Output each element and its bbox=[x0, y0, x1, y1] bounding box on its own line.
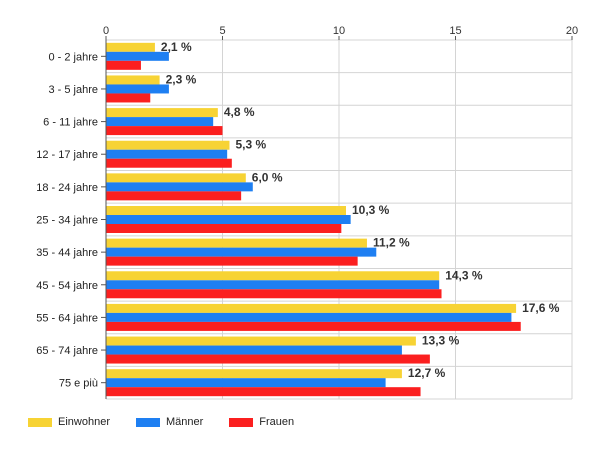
bar bbox=[106, 149, 228, 159]
category-labels: 0 - 2 jahre 3 - 5 jahre 6 - 11 jahre 12 - 1… bbox=[36, 51, 98, 389]
data-label: 14,3 % bbox=[445, 268, 483, 282]
category-label: 65 - 74 jahre bbox=[36, 345, 98, 357]
x-tick-label: 0 bbox=[103, 25, 109, 37]
bar bbox=[106, 158, 232, 168]
bar bbox=[106, 51, 169, 61]
data-label: 2,3 % bbox=[166, 72, 197, 86]
category-label: 3 - 5 jahre bbox=[48, 84, 98, 96]
bar bbox=[106, 117, 214, 127]
bar bbox=[106, 247, 377, 257]
data-label: 13,3 % bbox=[422, 334, 460, 348]
bars bbox=[106, 42, 521, 397]
bar bbox=[106, 321, 521, 331]
data-label: 11,2 % bbox=[373, 236, 410, 250]
bar bbox=[106, 182, 253, 192]
legend-swatch-frauen bbox=[229, 417, 254, 427]
bar bbox=[106, 345, 402, 355]
data-label: 2,1 % bbox=[161, 40, 192, 54]
bar bbox=[106, 191, 242, 201]
bar bbox=[106, 354, 430, 364]
bar bbox=[106, 108, 218, 118]
bar bbox=[106, 42, 155, 52]
legend-swatch-maenner bbox=[135, 417, 160, 427]
bar bbox=[106, 280, 440, 290]
bar bbox=[106, 336, 416, 346]
axes bbox=[101, 36, 573, 399]
category-label: 18 - 24 jahre bbox=[36, 182, 98, 194]
data-label: 5,3 % bbox=[235, 138, 266, 152]
bar bbox=[106, 312, 512, 322]
category-label: 0 - 2 jahre bbox=[48, 51, 98, 63]
bar bbox=[106, 206, 346, 215]
bar bbox=[106, 369, 402, 379]
bar bbox=[106, 215, 351, 224]
legend-item-frauen: Frauen bbox=[229, 416, 294, 428]
bar bbox=[106, 256, 358, 266]
legend-item-maenner: Männer bbox=[135, 416, 204, 428]
bar bbox=[106, 224, 342, 233]
bar bbox=[106, 173, 246, 183]
bar bbox=[106, 289, 442, 299]
x-tick-label: 10 bbox=[333, 25, 345, 37]
data-label: 10,3 % bbox=[352, 203, 390, 217]
bar bbox=[106, 93, 151, 103]
x-tick-label: 5 bbox=[219, 25, 225, 37]
bar bbox=[106, 387, 421, 397]
data-label: 12,7 % bbox=[408, 366, 446, 380]
category-label: 75 e più bbox=[59, 378, 98, 390]
bar bbox=[106, 84, 169, 94]
x-tick-label: 15 bbox=[449, 25, 461, 37]
data-label: 17,6 % bbox=[522, 301, 560, 315]
category-label: 12 - 17 jahre bbox=[36, 149, 98, 161]
bar bbox=[106, 75, 160, 85]
data-label: 4,8 % bbox=[224, 105, 255, 119]
bar bbox=[106, 60, 141, 70]
bar bbox=[106, 238, 367, 248]
x-tick-labels: 0 5 10 15 20 bbox=[103, 25, 578, 37]
category-label: 55 - 64 jahre bbox=[36, 312, 98, 324]
bar bbox=[106, 126, 223, 136]
legend-label-maenner: Männer bbox=[165, 416, 204, 428]
legend: Einwohner Männer Frauen bbox=[28, 416, 294, 428]
legend-item-einwohner: Einwohner bbox=[28, 416, 110, 428]
bar bbox=[106, 378, 386, 388]
bar bbox=[106, 271, 440, 281]
category-label: 45 - 54 jahre bbox=[36, 280, 98, 292]
data-label: 6,0 % bbox=[252, 170, 283, 184]
data-labels: 2,1 % 2,3 % 4,8 % 5,3 % 6,0 % 10,3 % 11,2 % 14,… bbox=[161, 40, 560, 380]
category-label: 25 - 34 jahre bbox=[36, 215, 98, 227]
category-label: 6 - 11 jahre bbox=[43, 117, 98, 129]
legend-label-einwohner: Einwohner bbox=[58, 416, 110, 428]
legend-swatch-einwohner bbox=[28, 417, 52, 427]
bar bbox=[106, 140, 230, 150]
category-label: 35 - 44 jahre bbox=[36, 247, 98, 259]
legend-label-frauen: Frauen bbox=[259, 416, 295, 428]
bar bbox=[106, 303, 517, 313]
x-tick-label: 20 bbox=[566, 25, 578, 37]
